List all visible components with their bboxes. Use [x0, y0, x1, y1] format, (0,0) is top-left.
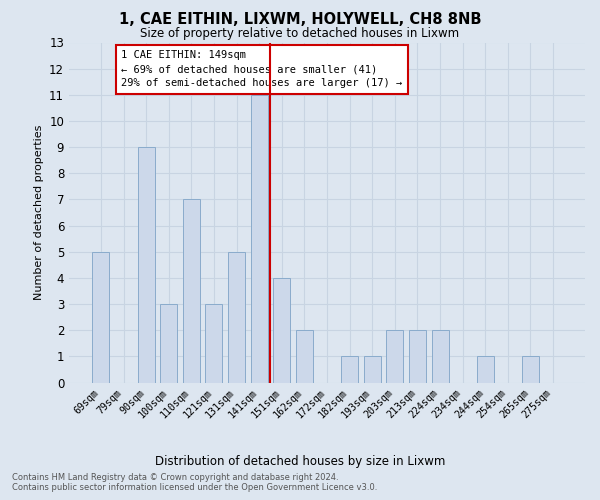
Text: 1 CAE EITHIN: 149sqm
← 69% of detached houses are smaller (41)
29% of semi-detac: 1 CAE EITHIN: 149sqm ← 69% of detached h…	[121, 50, 403, 88]
Bar	[386, 330, 403, 382]
Text: 1, CAE EITHIN, LIXWM, HOLYWELL, CH8 8NB: 1, CAE EITHIN, LIXWM, HOLYWELL, CH8 8NB	[119, 12, 481, 28]
Bar	[522, 356, 539, 382]
Bar	[183, 200, 200, 382]
Bar	[228, 252, 245, 382]
Bar	[431, 330, 449, 382]
Bar	[296, 330, 313, 382]
Text: Contains HM Land Registry data © Crown copyright and database right 2024.
Contai: Contains HM Land Registry data © Crown c…	[12, 472, 377, 492]
Bar	[137, 147, 155, 382]
Y-axis label: Number of detached properties: Number of detached properties	[34, 125, 44, 300]
Bar	[205, 304, 223, 382]
Bar	[160, 304, 177, 382]
Bar	[341, 356, 358, 382]
Bar	[92, 252, 109, 382]
Bar	[364, 356, 380, 382]
Text: Size of property relative to detached houses in Lixwm: Size of property relative to detached ho…	[140, 28, 460, 40]
Text: Distribution of detached houses by size in Lixwm: Distribution of detached houses by size …	[155, 455, 445, 468]
Bar	[274, 278, 290, 382]
Bar	[477, 356, 494, 382]
Bar	[409, 330, 426, 382]
Bar	[251, 95, 268, 382]
